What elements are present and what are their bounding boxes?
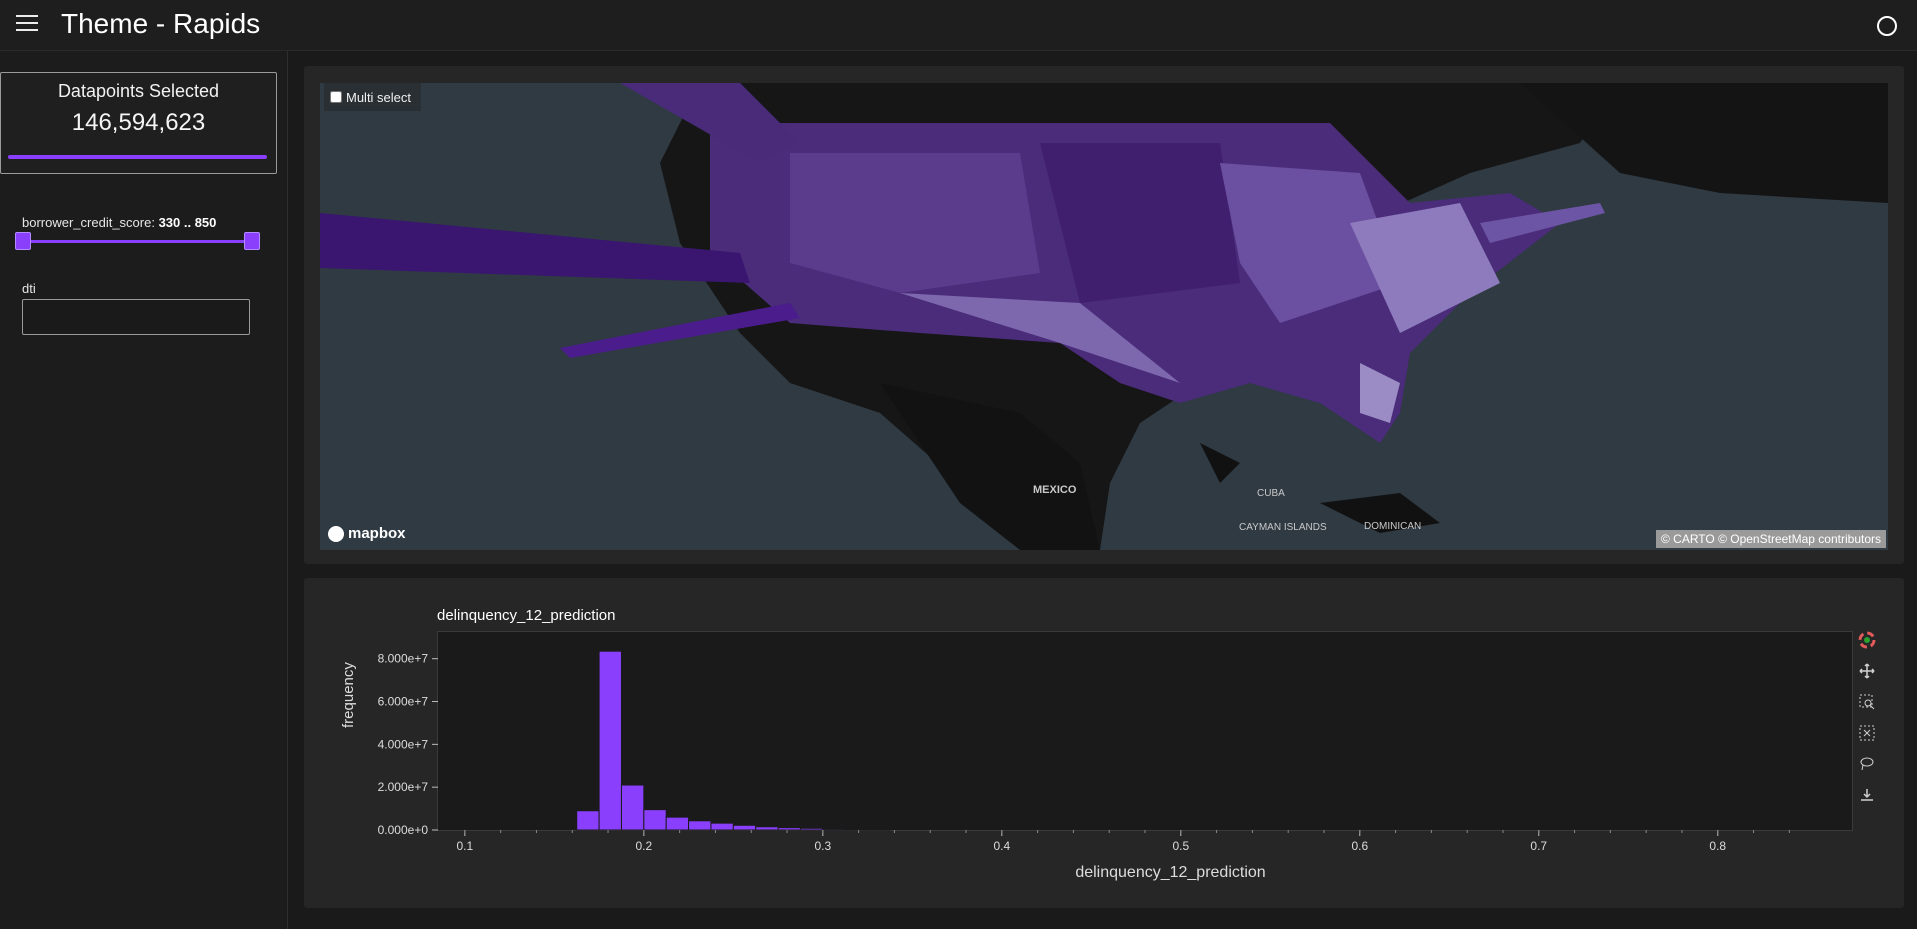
histogram-chart: 0.1 0.2 0.3 0.4 0.5 0.6 0.7 0.8 0.000e+0 2.000e+7… <box>378 650 1790 853</box>
y-tick-label: 4.000e+7 <box>378 737 429 751</box>
datapoints-title: Datapoints Selected <box>57 81 220 101</box>
mapbox-logo-icon <box>328 525 344 542</box>
credit-score-name: borrower_credit_score: <box>22 215 159 230</box>
multi-select-toggle[interactable]: Multi select <box>324 83 422 111</box>
chart-toolbar <box>1857 630 1881 816</box>
x-tick-label: 0.2 <box>635 839 652 853</box>
mapbox-logo[interactable]: mapbox <box>328 525 406 542</box>
credit-score-slider-track[interactable] <box>22 240 252 243</box>
box-select-icon[interactable] <box>1857 723 1877 743</box>
y-tick-label: 6.000e+7 <box>378 695 429 709</box>
pan-icon[interactable] <box>1857 661 1877 681</box>
histogram-bar <box>822 828 846 831</box>
histogram-panel: delinquency_12_prediction frequency 0.1 0… <box>304 578 1904 908</box>
box-zoom-icon[interactable] <box>1857 692 1877 712</box>
x-tick-label: 0.4 <box>993 839 1010 853</box>
histogram-bar <box>799 827 824 831</box>
histogram-bar <box>777 827 801 831</box>
x-axis-label: delinquency_12_prediction <box>1075 864 1266 881</box>
x-tick-label: 0.6 <box>1351 839 1368 853</box>
x-tick-label: 0.3 <box>814 839 831 853</box>
x-tick-label: 0.1 <box>457 839 474 853</box>
map-label-dominican: DOMINICAN <box>1364 521 1422 532</box>
save-icon[interactable] <box>1857 785 1877 805</box>
menu-icon[interactable] <box>16 15 38 33</box>
credit-score-label: borrower_credit_score: 330 .. 850 <box>22 215 216 230</box>
sidebar: Datapoints Selected 146,594,623 borrower… <box>0 51 288 929</box>
dti-input[interactable] <box>22 299 250 335</box>
y-tick-label: 0.000e+0 <box>378 823 429 837</box>
app-header: Theme - Rapids <box>0 0 1917 51</box>
map-label-cuba: CUBA <box>1257 488 1285 499</box>
credit-score-range: 330 .. 850 <box>158 215 217 230</box>
histogram-bar <box>710 822 734 831</box>
histogram-bar <box>688 820 712 831</box>
datapoints-progress-bar <box>8 155 267 159</box>
histogram-bar <box>755 826 779 831</box>
y-tick-label: 2.000e+7 <box>378 780 429 794</box>
histogram-bar <box>620 784 645 831</box>
histogram-bar <box>643 809 667 831</box>
page-title: Theme - Rapids <box>61 8 261 39</box>
histogram-bar <box>665 816 690 831</box>
mapbox-logo-text: mapbox <box>348 525 406 542</box>
busy-indicator-icon <box>1877 16 1897 36</box>
map-label-cayman: CAYMAN ISLANDS <box>1239 522 1327 533</box>
credit-score-min-handle[interactable] <box>15 232 31 250</box>
x-tick-label: 0.7 <box>1530 839 1547 853</box>
map-panel: Multi select MEXICO CUBA CAYMAN ISLANDS … <box>304 66 1904 564</box>
x-tick-label: 0.5 <box>1172 839 1189 853</box>
chart-title: delinquency_12_prediction <box>437 607 616 624</box>
plot-area[interactable] <box>437 631 1853 831</box>
datapoints-card: Datapoints Selected 146,594,623 <box>0 72 277 174</box>
map-label-mexico: MEXICO <box>1033 484 1077 496</box>
histogram-bar <box>598 650 622 831</box>
histogram-bar <box>844 828 869 831</box>
multi-select-label: Multi select <box>346 89 412 105</box>
map-attribution[interactable]: © CARTO © OpenStreetMap contributors <box>1656 530 1886 548</box>
datapoints-value: 146,594,623 <box>71 109 206 136</box>
histogram-bar <box>576 810 600 831</box>
histogram-bar <box>732 824 757 831</box>
y-tick-label: 8.000e+7 <box>378 652 429 666</box>
dti-label: dti <box>22 281 36 296</box>
map-canvas[interactable] <box>320 83 1888 550</box>
lasso-select-icon[interactable] <box>1857 754 1877 774</box>
bokeh-logo-icon[interactable] <box>1857 630 1877 650</box>
x-tick-label: 0.8 <box>1709 839 1726 853</box>
choropleth-map[interactable]: Multi select MEXICO CUBA CAYMAN ISLANDS … <box>320 83 1888 550</box>
multi-select-checkbox[interactable] <box>330 91 342 103</box>
credit-score-max-handle[interactable] <box>244 232 260 250</box>
